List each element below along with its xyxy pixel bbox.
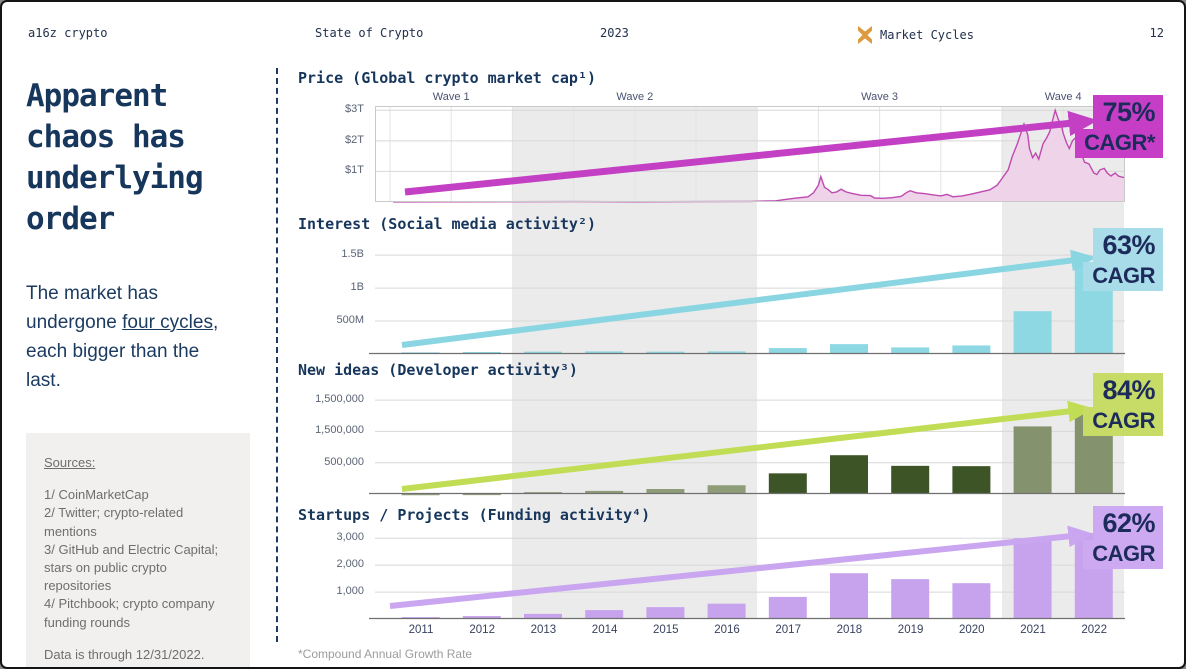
sources-box: Sources: 1/ CoinMarketCap 2/ Twitter; cr… <box>26 433 250 667</box>
slide-summary: The market has undergone four cycles, ea… <box>26 280 238 396</box>
year-label: 2019 <box>897 624 924 636</box>
source-item: 1/ CoinMarketCap <box>44 487 149 503</box>
cagr-label: CAGR* <box>1075 129 1163 158</box>
page-header: a16z crypto State of Crypto 2023 Market … <box>2 2 1184 48</box>
price-ytick: $2T <box>345 133 364 146</box>
interest-ytick: 500M <box>336 314 364 327</box>
year-label: 2014 <box>591 624 618 636</box>
wave-label: Wave 2 <box>616 91 654 103</box>
report-title: State of Crypto <box>315 26 424 40</box>
startups-ytick: 2,000 <box>336 558 364 571</box>
source-item: 3/ GitHub and Electric Capital; stars on… <box>44 541 219 594</box>
summary-text-pre: The market has undergone <box>26 283 158 333</box>
cagr-label: CAGR <box>1083 540 1163 569</box>
year-label: 2022 <box>1081 624 1107 636</box>
price-ytick: $3T <box>345 103 364 116</box>
startups-ytick: 3,000 <box>336 531 364 544</box>
interest-ytick: 1B <box>350 281 364 294</box>
year-label: 2012 <box>469 624 495 636</box>
price-chart <box>375 106 1125 203</box>
market-cycles-icon <box>857 26 873 44</box>
cagr-value: 75% <box>1093 95 1163 129</box>
chapter-label: Market Cycles <box>880 28 974 42</box>
startups-chart <box>369 525 1125 620</box>
chapter-header: Market Cycles <box>857 26 974 44</box>
interest-ytick: 1.5B <box>341 248 364 261</box>
sources-heading: Sources: <box>44 455 96 470</box>
newideas-ytick: 500,000 <box>324 455 364 468</box>
sources-note: Data is through 12/31/2022. <box>44 646 205 662</box>
year-label: 2013 <box>530 624 557 636</box>
cagr-value: 63% <box>1093 228 1163 262</box>
year-label: 2020 <box>959 624 985 636</box>
cagr-badge-new-ideas: 84% CAGR <box>1083 373 1163 436</box>
cagr-badge-interest: 63% CAGR <box>1083 228 1163 291</box>
cagr-label: CAGR <box>1083 262 1163 291</box>
four-cycles-link[interactable]: four cycles <box>122 311 213 333</box>
new-ideas-chart <box>369 399 1125 496</box>
wave-label: Wave 3 <box>861 91 899 103</box>
vertical-dashed-divider <box>276 68 278 642</box>
footnote: *Compound Annual Growth Rate <box>298 647 473 661</box>
page-number: 12 <box>1149 26 1164 40</box>
brand-label: a16z crypto <box>28 26 108 40</box>
cagr-badge-startups: 62% CAGR <box>1083 506 1163 569</box>
year-label: 2015 <box>653 624 679 636</box>
year-label: 2011 <box>408 624 434 636</box>
price-chart-title: Price (Global crypto market cap¹) <box>298 69 597 87</box>
source-item: 4/ Pitchbook; crypto company funding rou… <box>44 596 215 630</box>
interest-chart <box>369 249 1125 355</box>
newideas-ytick: 1,500,000 <box>315 393 364 406</box>
cagr-badge-price: 75% CAGR* <box>1075 95 1163 158</box>
year-label: 2017 <box>775 624 801 636</box>
new-ideas-chart-title: New ideas (Developer activity³) <box>298 361 578 379</box>
newideas-ytick: 1,500,000 <box>315 424 364 437</box>
slide-title: Apparent chaos has underlying order <box>26 78 204 237</box>
report-year: 2023 <box>600 26 629 40</box>
interest-chart-title: Interest (Social media activity²) <box>298 215 597 233</box>
startups-chart-title: Startups / Projects (Funding activity⁴) <box>298 506 651 524</box>
source-item: 2/ Twitter; crypto-related mentions <box>44 505 184 539</box>
charts-area: Price (Global crypto market cap¹) Intere… <box>298 62 1184 667</box>
year-label: 2016 <box>714 624 740 636</box>
cagr-value: 84% <box>1093 373 1163 407</box>
year-label: 2018 <box>836 624 863 636</box>
year-label: 2021 <box>1020 624 1046 636</box>
price-ytick: $1T <box>345 164 364 177</box>
summary-text-post: , each bigger than the last. <box>26 311 219 391</box>
startups-ytick: 1,000 <box>336 585 364 598</box>
cagr-label: CAGR <box>1083 407 1163 436</box>
cagr-value: 62% <box>1093 506 1163 540</box>
wave-label: Wave 1 <box>432 91 470 103</box>
wave-label: Wave 4 <box>1044 91 1082 103</box>
